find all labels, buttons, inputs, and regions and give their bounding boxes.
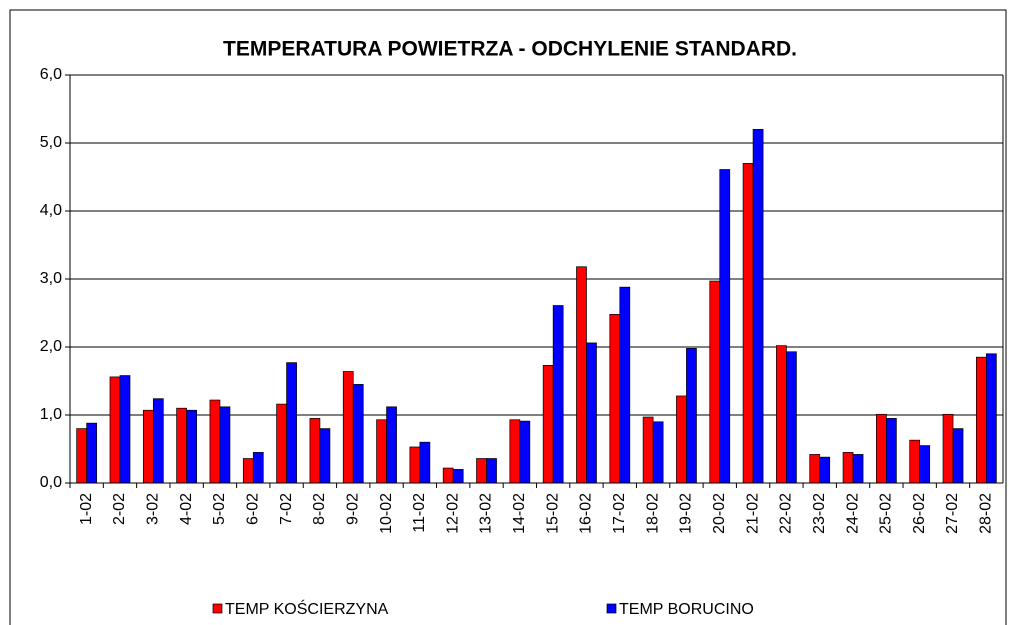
bar xyxy=(542,365,554,484)
bar xyxy=(609,314,621,484)
x-tick-label: 6-02 xyxy=(244,493,261,525)
bar xyxy=(442,467,454,484)
bar xyxy=(286,362,297,484)
x-tick-label: 22-02 xyxy=(778,493,795,534)
bar xyxy=(619,286,631,484)
bar xyxy=(76,428,88,484)
bar xyxy=(819,456,831,484)
x-tick-label: 28-02 xyxy=(978,493,995,534)
bar xyxy=(242,458,254,484)
x-tick-label: 2-02 xyxy=(111,493,128,525)
x-tick-label: 7-02 xyxy=(278,493,295,525)
bar xyxy=(886,418,897,484)
y-tick-label: 0,0 xyxy=(40,474,62,491)
x-tick-label: 23-02 xyxy=(811,493,828,534)
bar xyxy=(176,407,187,484)
bar xyxy=(309,418,321,484)
bar xyxy=(576,266,587,484)
bar xyxy=(676,395,687,484)
bar xyxy=(586,342,597,484)
bar xyxy=(652,421,664,484)
x-tick-label: 8-02 xyxy=(311,493,328,525)
x-tick-label: 19-02 xyxy=(678,493,695,534)
y-tick-label: 6,0 xyxy=(40,66,62,83)
x-tick-label: 12-02 xyxy=(444,493,461,534)
bar xyxy=(952,428,964,484)
bar xyxy=(752,129,764,484)
bar xyxy=(642,416,654,484)
bar xyxy=(352,384,364,484)
bar xyxy=(376,419,387,484)
bar xyxy=(319,428,331,484)
x-tick-label: 18-02 xyxy=(644,493,661,534)
x-tick-label: 27-02 xyxy=(944,493,961,534)
bar xyxy=(852,454,864,484)
y-tick-label: 2,0 xyxy=(40,338,62,355)
bar xyxy=(876,413,887,484)
x-tick-label: 26-02 xyxy=(911,493,928,534)
x-tick-label: 9-02 xyxy=(344,493,361,525)
y-tick-label: 1,0 xyxy=(40,406,62,423)
legend-swatch xyxy=(606,603,617,614)
bar xyxy=(409,446,421,484)
bar xyxy=(119,375,131,484)
x-tick-label: 11-02 xyxy=(411,493,428,533)
chart-title: TEMPERATURA POWIETRZA - ODCHYLENIE STAND… xyxy=(223,38,797,61)
bar xyxy=(686,348,697,484)
bar xyxy=(252,452,264,484)
bar xyxy=(209,399,221,484)
x-tick-label: 17-02 xyxy=(611,493,628,534)
y-tick-label: 5,0 xyxy=(40,134,62,151)
bar xyxy=(486,458,497,484)
legend-label: TEMP BORUCINO xyxy=(619,601,754,618)
bar xyxy=(709,280,721,484)
bar xyxy=(842,452,854,484)
bar xyxy=(386,406,397,484)
bar xyxy=(152,398,164,484)
x-tick-label: 15-02 xyxy=(544,493,561,534)
bar xyxy=(109,376,121,484)
bar xyxy=(809,454,821,484)
y-tick-label: 3,0 xyxy=(40,270,62,287)
x-tick-label: 16-02 xyxy=(578,493,595,534)
bar xyxy=(276,403,287,484)
bar xyxy=(452,469,464,484)
x-tick-label: 10-02 xyxy=(378,493,395,534)
bar xyxy=(719,169,731,484)
bar xyxy=(86,422,98,484)
bar xyxy=(509,419,521,484)
bar xyxy=(419,441,431,484)
bar xyxy=(552,305,564,484)
bar xyxy=(342,371,354,484)
bar xyxy=(786,351,797,484)
x-tick-label: 25-02 xyxy=(878,493,895,534)
legend-swatch xyxy=(212,603,223,614)
bar xyxy=(985,353,997,484)
bar xyxy=(142,409,154,484)
x-tick-label: 21-02 xyxy=(744,493,761,534)
bar xyxy=(519,420,531,484)
bar xyxy=(776,345,787,484)
bar xyxy=(476,458,487,484)
x-tick-label: 20-02 xyxy=(711,493,728,534)
bar xyxy=(742,163,754,484)
x-tick-label: 14-02 xyxy=(511,493,528,534)
x-tick-label: 13-02 xyxy=(478,493,495,534)
x-tick-label: 1-02 xyxy=(78,493,95,525)
bar xyxy=(186,409,197,484)
x-tick-label: 24-02 xyxy=(844,493,861,534)
x-tick-label: 3-02 xyxy=(145,493,162,525)
bar xyxy=(942,413,954,484)
bar xyxy=(909,439,921,484)
y-tick-label: 4,0 xyxy=(40,202,62,219)
x-tick-label: 5-02 xyxy=(211,493,228,525)
x-tick-label: 4-02 xyxy=(178,493,195,525)
bar xyxy=(919,445,931,484)
legend-label: TEMP KOŚCIERZYNA xyxy=(225,599,389,618)
bar xyxy=(219,406,231,484)
bar xyxy=(975,356,987,484)
chart-frame xyxy=(9,9,1007,625)
